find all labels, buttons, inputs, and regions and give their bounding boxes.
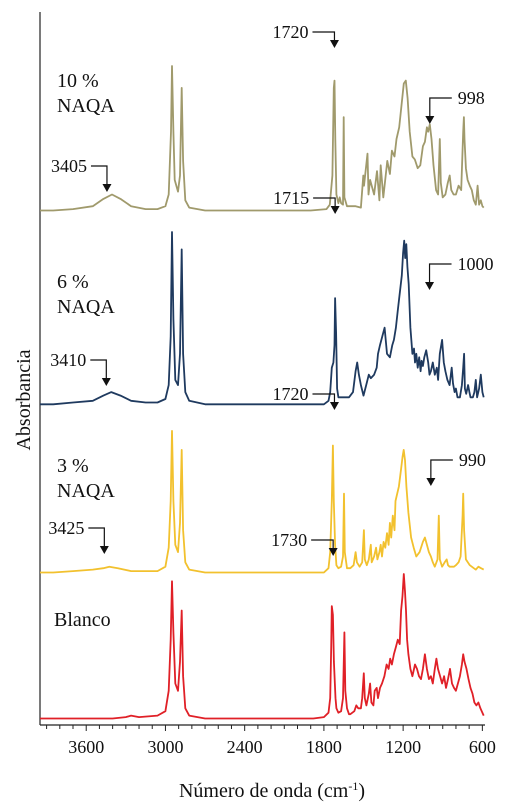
- spectrum-line: [40, 430, 485, 574]
- annotation-oh: 3425: [48, 518, 105, 548]
- annotation-label: 990: [459, 450, 486, 470]
- annotation-arrowhead: [329, 40, 339, 48]
- series-layer: 10 % NAQA 6 % NAQA 3 % NAQA Blanco: [40, 65, 485, 720]
- x-tick-label: 600: [469, 737, 496, 757]
- annotation-peak: 1715: [273, 188, 336, 208]
- series-label-line: 3 %: [57, 455, 89, 477]
- x-tick-label: 2400: [227, 737, 263, 757]
- x-axis-label-superscript: -1: [348, 779, 358, 793]
- annotation-oh: 3410: [50, 350, 107, 380]
- annotation-layer: 1720 998 3405 1715 1000 3410 1720 990 3425 1730: [48, 22, 494, 556]
- annotation-peak: 1730: [271, 530, 334, 550]
- annotation-arrowhead: [99, 546, 109, 554]
- x-axis: 3600 3000 2400 1800 1200 600: [46, 725, 496, 757]
- annotation-label: 1720: [272, 22, 308, 42]
- annotation-label: 998: [458, 88, 485, 108]
- x-tick-label: 3600: [68, 737, 104, 757]
- series-label-line: 6 %: [57, 271, 89, 293]
- x-axis-label-main: Número de onda (cm: [179, 780, 349, 802]
- annotation-peak: 1720: [272, 384, 336, 404]
- annotation-leader: [430, 459, 453, 480]
- series-label: 10 % NAQA: [57, 70, 115, 117]
- annotation-leader: [428, 263, 452, 284]
- x-tick-label: 1800: [306, 737, 342, 757]
- annotation-label: 1000: [458, 254, 494, 274]
- annotation-leader: [312, 31, 336, 42]
- y-axis-label: Absorbancia: [13, 349, 35, 450]
- spectrum-line: [40, 573, 485, 720]
- annotation-label: 3410: [50, 350, 86, 370]
- annotation-label: 1720: [272, 384, 308, 404]
- annotation-arrowhead: [425, 116, 435, 124]
- annotation-side: 990: [430, 450, 486, 480]
- annotation-label: 1730: [271, 530, 307, 550]
- series-label-line: NAQA: [57, 480, 115, 502]
- x-axis-label: Número de onda (cm-1): [179, 779, 365, 802]
- x-axis-label-close: ): [358, 780, 365, 802]
- annotation-leader: [313, 197, 336, 208]
- annotation-leader: [88, 527, 105, 548]
- series-label-line: 10 %: [57, 70, 99, 92]
- plot-frame: [39, 12, 485, 726]
- spectrum-line: [40, 231, 485, 406]
- annotation-arrowhead: [329, 402, 339, 410]
- annotation-leader: [311, 539, 334, 550]
- x-tick-label: 1200: [385, 737, 421, 757]
- annotation-label: 3405: [51, 156, 87, 176]
- annotation-oh: 3405: [51, 156, 108, 186]
- series-label-line: NAQA: [57, 296, 115, 318]
- annotation-leader: [90, 165, 108, 186]
- annotation-arrowhead: [102, 184, 112, 192]
- series-label-line: Blanco: [54, 609, 111, 631]
- annotation-leader: [90, 359, 107, 380]
- series-label: 3 % NAQA: [57, 455, 115, 502]
- x-tick-label: 3000: [147, 737, 183, 757]
- annotation-side: 998: [429, 88, 485, 118]
- series-label: Blanco: [54, 609, 111, 631]
- annotation-side: 1000: [428, 254, 494, 284]
- annotation-arrowhead: [101, 378, 111, 386]
- annotation-label: 3425: [48, 518, 84, 538]
- annotation-arrowhead: [426, 478, 436, 486]
- annotation-arrowhead: [330, 206, 340, 214]
- annotation-arrowhead: [328, 548, 338, 556]
- series-label: 6 % NAQA: [57, 271, 115, 318]
- series-label-line: NAQA: [57, 95, 115, 117]
- annotation-arrowhead: [425, 282, 435, 290]
- annotation-label: 1715: [273, 188, 309, 208]
- annotation-leader: [312, 393, 336, 404]
- annotation-peak: 1720: [272, 22, 336, 42]
- spectrum-line: [40, 65, 485, 212]
- annotation-leader: [429, 97, 452, 118]
